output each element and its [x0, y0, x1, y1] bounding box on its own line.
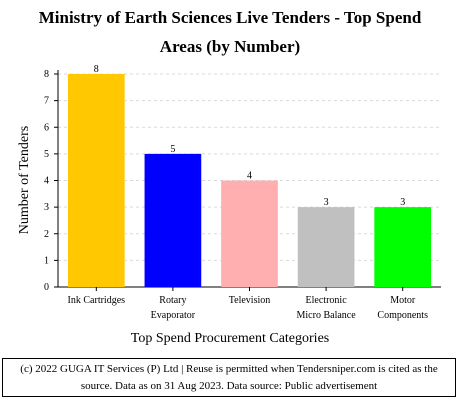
bar-value-label: 5: [170, 144, 175, 155]
bar-value-label: 3: [324, 197, 329, 208]
y-tick-label: 1: [44, 255, 49, 266]
y-tick-label: 4: [44, 176, 49, 187]
chart-title-line-2: Areas (by Number): [159, 37, 301, 56]
y-tick-label: 7: [44, 96, 49, 107]
y-tick-label: 2: [44, 229, 49, 240]
chart-title: Ministry of Earth Sciences Live Tenders …: [0, 3, 460, 61]
footer-line-1: (c) 2022 GUGA IT Services (P) Ltd | Reus…: [20, 363, 438, 375]
bar-value-label: 3: [400, 197, 405, 208]
y-tick-label: 0: [44, 282, 49, 293]
footer-line-2: source. Data as on 31 Aug 2023. Data sou…: [80, 380, 378, 392]
y-tick-label: 6: [44, 122, 49, 133]
x-tick-label: Motor: [390, 295, 416, 306]
bar: [67, 74, 125, 287]
bar-value-label: 8: [94, 64, 99, 75]
x-tick-label: Television: [229, 295, 271, 306]
chart-title-line-1: Ministry of Earth Sciences Live Tenders …: [38, 8, 422, 27]
bars: 8 5 4 3 3: [67, 64, 432, 287]
bar: [221, 180, 278, 287]
x-tick-label: Evaporator: [151, 310, 196, 321]
bar: [144, 153, 202, 287]
x-tick-label: Micro Balance: [297, 310, 357, 321]
x-tick-label: Rotary: [159, 295, 186, 306]
y-axis-label: Number of Tenders: [17, 126, 32, 234]
x-tick-label: Components: [377, 310, 428, 321]
bar: [297, 207, 355, 287]
y-tick-label: 5: [44, 149, 49, 160]
bar: [374, 207, 432, 287]
bar-chart: 0 1 2 3 4 5 6 7 8 Ink Cartridges Rotary Evaporator T…: [17, 64, 441, 321]
axes: 0 1 2 3 4 5 6 7 8 Ink Cartridges Rotary Evaporator T…: [44, 69, 441, 321]
bar-value-label: 4: [247, 171, 252, 182]
y-tick-label: 8: [44, 69, 49, 80]
x-axis-label: Top Spend Procurement Categories: [130, 331, 330, 346]
footer-credit: (c) 2022 GUGA IT Services (P) Ltd | Reus…: [2, 358, 456, 397]
x-tick-label: Electronic: [306, 295, 348, 306]
x-tick-label: Ink Cartridges: [68, 295, 126, 306]
y-tick-label: 3: [44, 202, 49, 213]
